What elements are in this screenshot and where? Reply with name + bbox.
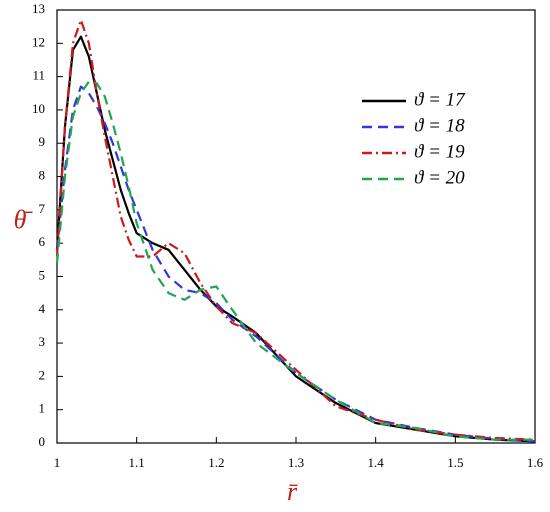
data-line xyxy=(55,35,536,443)
x-tick-label: 1.2 xyxy=(208,455,224,470)
data-line xyxy=(55,18,536,441)
x-tick-label: 1 xyxy=(54,455,61,470)
x-tick-label: 1.5 xyxy=(447,455,463,470)
x-axis-label: r̄ xyxy=(287,477,298,506)
legend: ϑ = 17 ϑ = 18 ϑ = 19 ϑ = 20 xyxy=(362,89,466,188)
plot-frame xyxy=(56,9,536,444)
y-tick-label: 1 xyxy=(39,401,46,416)
y-tick-label: 10 xyxy=(32,101,45,116)
y-tick-label: 13 xyxy=(32,1,45,16)
y-tick-label: 6 xyxy=(39,234,46,249)
y-tick-label: 2 xyxy=(39,367,46,382)
data-line xyxy=(55,85,536,443)
y-tick-label: 4 xyxy=(39,301,46,316)
data-line xyxy=(55,80,535,441)
y-tick-label: 3 xyxy=(39,334,46,349)
legend-label: ϑ = 20 xyxy=(414,167,465,188)
x-tick-label: 1.6 xyxy=(527,455,544,470)
x-tick-label: 1.1 xyxy=(129,455,145,470)
y-tick-label: 5 xyxy=(39,267,46,282)
y-tick-label: 9 xyxy=(39,134,46,149)
y-tick-label: 8 xyxy=(39,168,46,183)
x-tick-label: 1.3 xyxy=(288,455,304,470)
x-tick-label: 1.4 xyxy=(368,455,385,470)
y-tick-label: 11 xyxy=(32,68,45,83)
legend-label: ϑ = 18 xyxy=(414,115,465,136)
legend-label: ϑ = 19 xyxy=(414,141,465,162)
legend-label: ϑ = 17 xyxy=(414,89,466,110)
y-tick-label: 12 xyxy=(32,34,45,49)
y-axis-label: θ̄ xyxy=(14,205,34,234)
y-tick-label: 0 xyxy=(39,434,46,449)
y-tick-label: 7 xyxy=(39,201,46,216)
